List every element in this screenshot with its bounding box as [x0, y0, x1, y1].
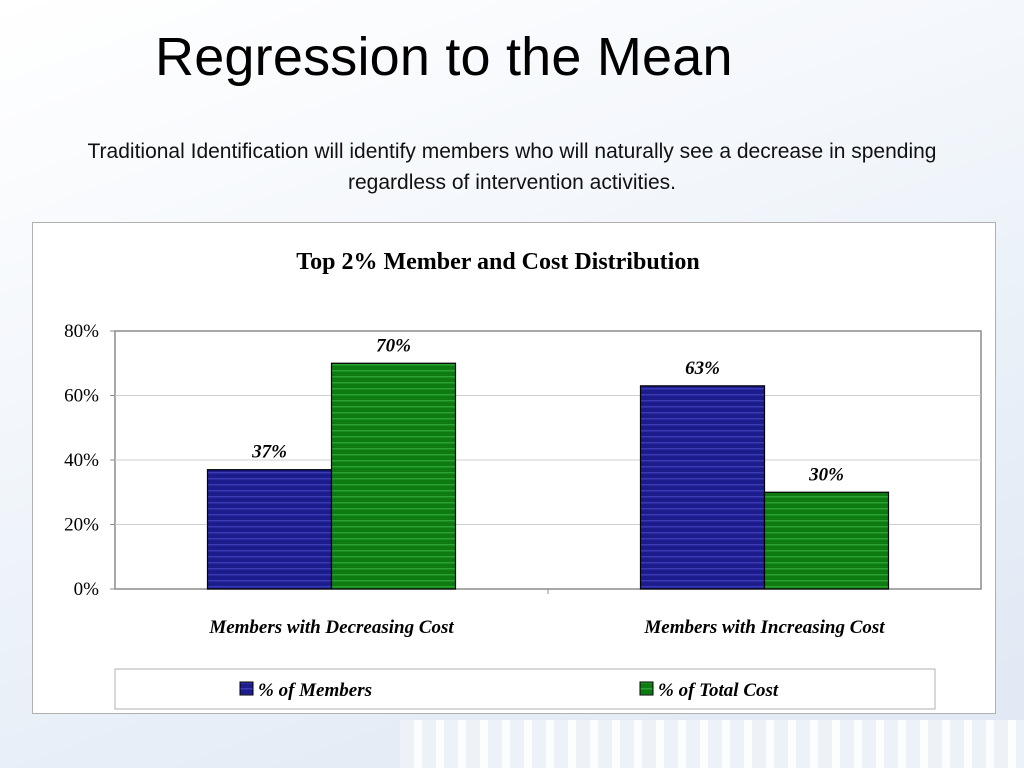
category-labels: Members with Decreasing Cost Members with…: [208, 617, 885, 638]
y-tick-label: 60%: [64, 386, 99, 407]
bar-members-1: [206, 469, 333, 590]
data-label: 63%: [685, 358, 720, 379]
y-tick-label: 80%: [64, 321, 99, 342]
y-tick-label: 20%: [64, 515, 99, 536]
bars: [206, 362, 890, 590]
chart-frame: Top 2% Member and Cost Distribution 0% 20…: [32, 222, 996, 714]
bar-members-2: [639, 385, 766, 590]
y-tick-label: 0%: [74, 579, 100, 600]
legend: % of Members % of Total Cost: [239, 680, 779, 701]
legend-label: % of Total Cost: [658, 680, 779, 701]
slide-subtitle: Traditional Identification will identify…: [87, 140, 937, 194]
background-decoration: [400, 720, 1024, 768]
y-axis-ticks: 0% 20% 40% 60% 80%: [64, 321, 549, 600]
legend-box: [114, 668, 936, 710]
data-label: 70%: [376, 335, 411, 356]
bar-total-cost-1: [330, 362, 457, 590]
bar-chart: Top 2% Member and Cost Distribution 0% 20…: [64, 249, 982, 710]
slide-title: Regression to the Mean: [155, 27, 733, 87]
chart-title: Top 2% Member and Cost Distribution: [296, 249, 699, 275]
legend-swatch: [239, 681, 254, 696]
data-labels: 37% 70% 63% 30%: [251, 335, 844, 485]
y-tick-label: 40%: [64, 450, 99, 471]
bar-total-cost-2: [763, 491, 890, 590]
data-label: 30%: [808, 464, 844, 485]
data-label: 37%: [251, 442, 287, 463]
legend-label: % of Members: [258, 680, 372, 701]
legend-swatch: [639, 681, 654, 696]
category-label: Members with Increasing Cost: [643, 617, 885, 638]
category-label: Members with Decreasing Cost: [208, 617, 454, 638]
